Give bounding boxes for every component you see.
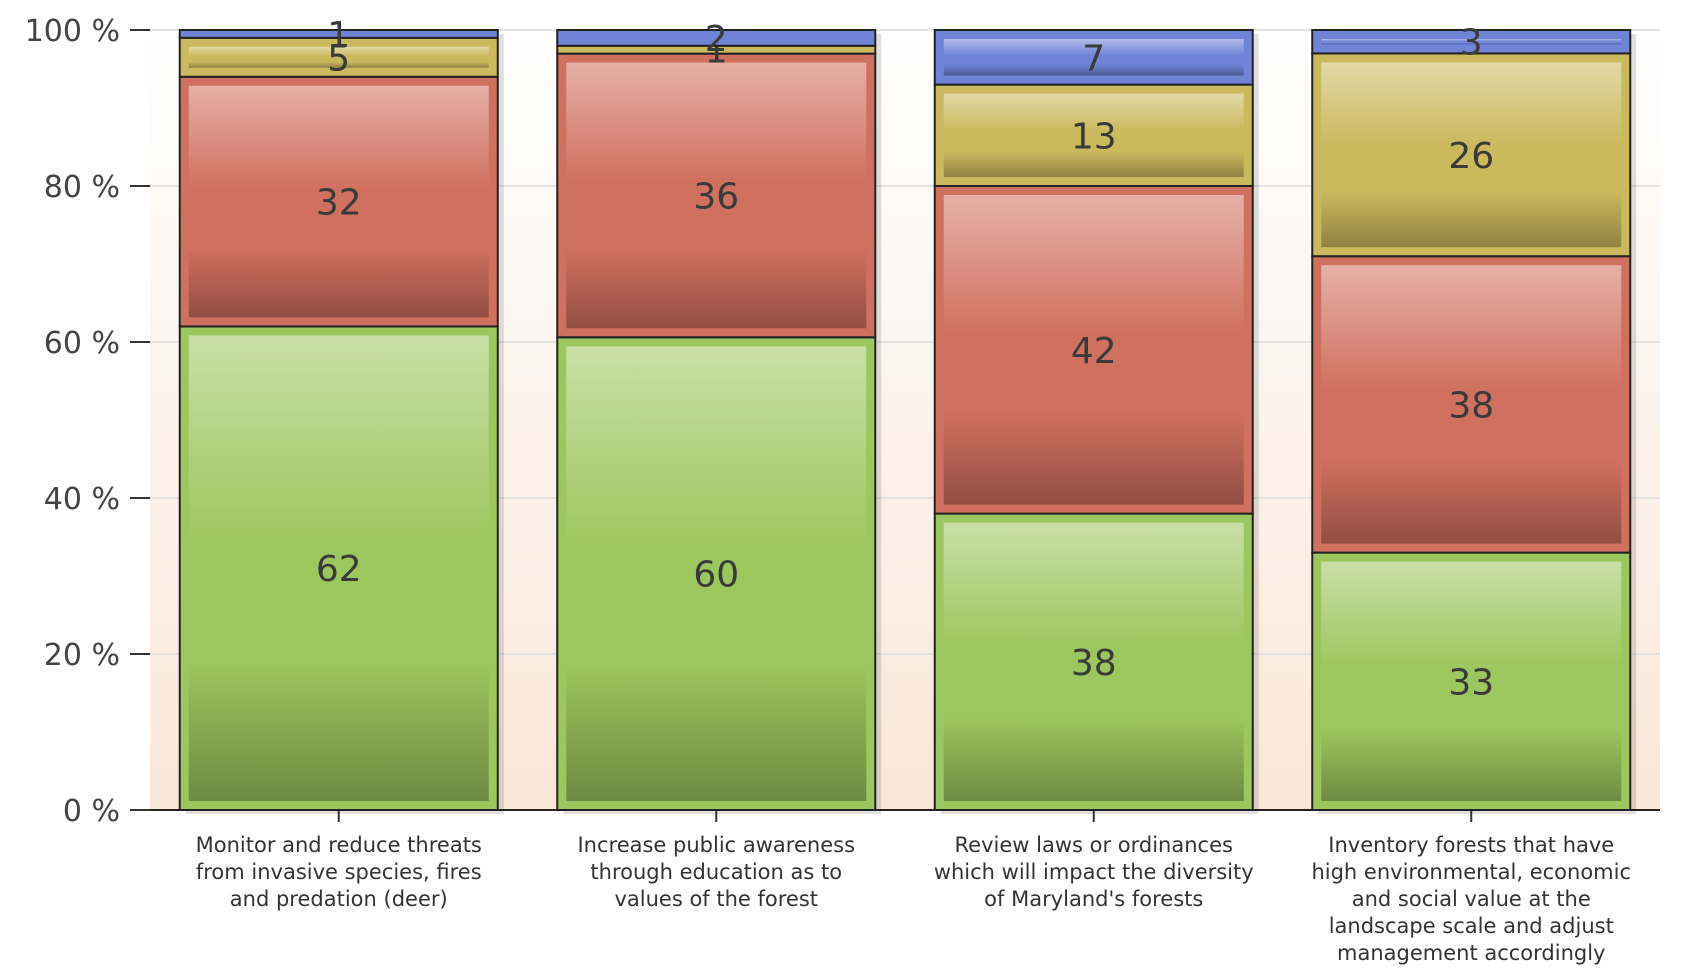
bar-segment-shine — [1321, 62, 1622, 248]
category-label: Increase public awareness — [577, 833, 855, 857]
category-label: landscape scale and adjust — [1329, 914, 1614, 938]
category-label: of Maryland's forests — [984, 887, 1203, 911]
category-label: Inventory forests that have — [1328, 833, 1614, 857]
y-tick-label: 0 % — [63, 794, 120, 829]
bar-stack: 38 42 13 7 — [933, 29, 1259, 814]
data-label: 7 — [1082, 38, 1105, 79]
data-label: 3 — [1460, 23, 1483, 64]
y-tick-label: 40 % — [44, 482, 120, 517]
bar-stack: 33 38 26 3 — [1311, 23, 1637, 814]
data-label: 5 — [327, 38, 350, 79]
data-label: 13 — [1071, 116, 1117, 157]
bar-segment-shine — [566, 62, 867, 329]
data-label: 36 — [693, 176, 739, 217]
y-tick-label: 20 % — [44, 638, 120, 673]
bar-segment-shine — [1321, 39, 1622, 45]
y-tick-label: 80 % — [44, 170, 120, 205]
bar-segment-shine — [188, 46, 489, 68]
category-label: from invasive species, fires — [196, 860, 482, 884]
bar-stack: 62 32 51 — [178, 15, 504, 814]
bar-segment-shine — [943, 195, 1244, 505]
bar-segment-shine — [188, 85, 489, 318]
y-axis-tick-labels: 0 % 20 % 40 % 60 % 80 % 100 % — [25, 14, 120, 829]
bar-segment — [178, 29, 499, 39]
data-label: 60 — [693, 555, 739, 596]
data-label: 38 — [1448, 385, 1494, 426]
x-axis: Monitor and reduce threats from invasive … — [150, 809, 1660, 965]
data-label: 33 — [1448, 662, 1494, 703]
bar-segment-shine — [1321, 265, 1622, 544]
data-label: 38 — [1071, 643, 1117, 684]
category-label: through education as to — [590, 860, 842, 884]
category-label: which will impact the diversity — [934, 860, 1254, 884]
bar-segment-shine — [566, 346, 867, 801]
data-label: 1 — [327, 15, 350, 56]
data-label: 2 — [705, 19, 728, 60]
y-tick-label: 100 % — [25, 14, 120, 49]
data-label: 42 — [1071, 331, 1117, 372]
data-label: 62 — [316, 549, 362, 590]
bar-segment-shine — [188, 335, 489, 801]
y-tick-label: 60 % — [44, 326, 120, 361]
category-label: Review laws or ordinances — [955, 833, 1233, 857]
category-label: and predation (deer) — [230, 887, 448, 911]
bar-segment-shine — [1321, 561, 1622, 801]
category-label: and social value at the — [1352, 887, 1591, 911]
category-label: values of the forest — [614, 887, 818, 911]
bar-segment-shine — [943, 93, 1244, 177]
bar-segment-shine — [943, 39, 1244, 76]
category-label: high environmental, economic — [1311, 860, 1631, 884]
bar-segment — [556, 29, 877, 47]
bar-segment-shine — [943, 522, 1244, 801]
data-label: 26 — [1448, 136, 1494, 177]
category-label: Monitor and reduce threats — [196, 833, 482, 857]
data-label: 32 — [316, 183, 362, 224]
category-label: management accordingly — [1337, 941, 1606, 965]
